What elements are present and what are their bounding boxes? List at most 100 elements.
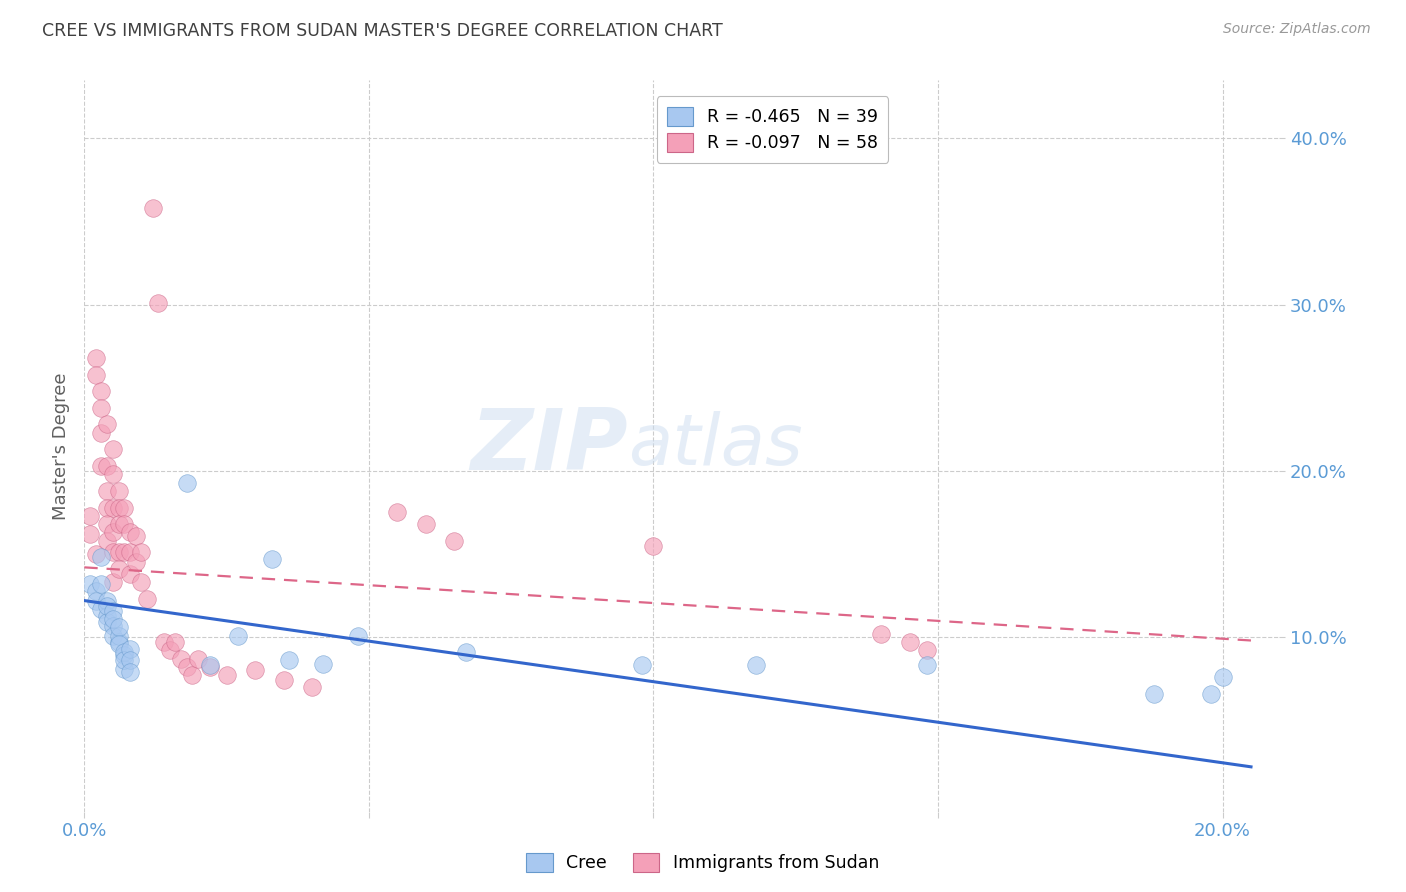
- Point: [1212, 670, 1234, 684]
- Point: [107, 562, 129, 576]
- Point: [187, 652, 209, 666]
- Point: [107, 637, 129, 651]
- Point: [96, 500, 118, 515]
- Point: [301, 680, 323, 694]
- Text: CREE VS IMMIGRANTS FROM SUDAN MASTER'S DEGREE CORRELATION CHART: CREE VS IMMIGRANTS FROM SUDAN MASTER'S D…: [42, 22, 723, 40]
- Point: [643, 539, 665, 553]
- Point: [107, 483, 129, 498]
- Point: [112, 545, 135, 559]
- Point: [278, 653, 301, 667]
- Point: [90, 425, 112, 440]
- Point: [124, 529, 146, 543]
- Point: [226, 628, 249, 642]
- Point: [107, 545, 129, 559]
- Point: [112, 500, 135, 515]
- Text: Source: ZipAtlas.com: Source: ZipAtlas.com: [1223, 22, 1371, 37]
- Point: [96, 458, 118, 473]
- Point: [346, 628, 368, 642]
- Point: [870, 627, 893, 641]
- Point: [153, 635, 176, 649]
- Point: [112, 648, 135, 663]
- Legend: Cree, Immigrants from Sudan: Cree, Immigrants from Sudan: [520, 846, 886, 879]
- Point: [243, 664, 266, 678]
- Point: [107, 635, 129, 649]
- Point: [84, 593, 107, 607]
- Point: [129, 575, 152, 590]
- Point: [90, 577, 112, 591]
- Point: [745, 658, 768, 673]
- Point: [159, 643, 181, 657]
- Point: [84, 547, 107, 561]
- Point: [148, 296, 170, 310]
- Point: [79, 527, 101, 541]
- Point: [79, 508, 101, 523]
- Point: [90, 458, 112, 473]
- Point: [96, 533, 118, 548]
- Point: [84, 583, 107, 598]
- Point: [118, 653, 141, 667]
- Point: [101, 628, 124, 642]
- Point: [129, 545, 152, 559]
- Point: [112, 645, 135, 659]
- Point: [90, 550, 112, 565]
- Point: [101, 442, 124, 457]
- Point: [112, 662, 135, 676]
- Point: [118, 545, 141, 559]
- Point: [107, 628, 129, 642]
- Point: [262, 552, 284, 566]
- Point: [96, 417, 118, 432]
- Point: [176, 475, 198, 490]
- Point: [198, 658, 221, 673]
- Point: [176, 660, 198, 674]
- Point: [415, 517, 437, 532]
- Point: [454, 645, 477, 659]
- Point: [107, 517, 129, 532]
- Point: [90, 401, 112, 415]
- Point: [96, 599, 118, 613]
- Point: [142, 201, 165, 215]
- Point: [112, 653, 135, 667]
- Point: [84, 351, 107, 365]
- Point: [915, 643, 938, 657]
- Point: [101, 500, 124, 515]
- Point: [124, 555, 146, 569]
- Point: [631, 658, 654, 673]
- Point: [118, 641, 141, 656]
- Point: [136, 591, 159, 606]
- Point: [898, 635, 921, 649]
- Point: [96, 593, 118, 607]
- Point: [101, 612, 124, 626]
- Point: [90, 602, 112, 616]
- Text: ZIP: ZIP: [471, 404, 628, 488]
- Point: [79, 577, 101, 591]
- Point: [1199, 687, 1222, 701]
- Point: [1143, 687, 1166, 701]
- Point: [118, 525, 141, 540]
- Point: [915, 658, 938, 673]
- Point: [112, 517, 135, 532]
- Y-axis label: Master's Degree: Master's Degree: [52, 372, 70, 520]
- Point: [443, 533, 465, 548]
- Point: [118, 567, 141, 582]
- Point: [101, 545, 124, 559]
- Point: [165, 635, 187, 649]
- Point: [101, 618, 124, 632]
- Point: [96, 615, 118, 630]
- Point: [90, 384, 112, 398]
- Point: [118, 665, 141, 679]
- Point: [101, 467, 124, 482]
- Point: [107, 620, 129, 634]
- Point: [273, 673, 295, 688]
- Point: [96, 483, 118, 498]
- Text: atlas: atlas: [628, 411, 803, 481]
- Point: [312, 657, 335, 671]
- Point: [96, 608, 118, 623]
- Legend: R = -0.465   N = 39, R = -0.097   N = 58: R = -0.465 N = 39, R = -0.097 N = 58: [657, 96, 889, 162]
- Point: [181, 668, 204, 682]
- Point: [101, 525, 124, 540]
- Point: [101, 603, 124, 617]
- Point: [387, 506, 409, 520]
- Point: [215, 668, 238, 682]
- Point: [170, 652, 193, 666]
- Point: [101, 575, 124, 590]
